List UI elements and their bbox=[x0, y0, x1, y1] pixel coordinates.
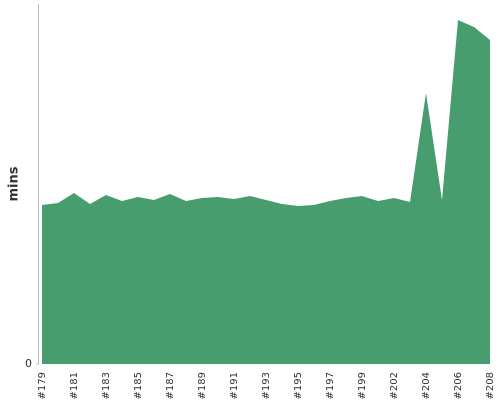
x-tick-label: #202 bbox=[389, 372, 400, 399]
x-tick-label: #199 bbox=[357, 372, 368, 399]
x-tick-label: #208 bbox=[485, 372, 496, 399]
x-tick-label: #206 bbox=[453, 372, 464, 399]
x-tick-label: #185 bbox=[133, 372, 144, 399]
y-tick-label: 0 bbox=[25, 357, 32, 370]
area bbox=[42, 20, 490, 364]
x-tick-label: #191 bbox=[229, 372, 240, 399]
x-tick-label: #179 bbox=[37, 372, 48, 399]
x-tick-label: #187 bbox=[165, 372, 176, 399]
x-tick-label: #193 bbox=[261, 372, 272, 399]
x-tick-label: #195 bbox=[293, 372, 304, 399]
y-axis-label: mins bbox=[7, 166, 22, 201]
x-tick-label: #197 bbox=[325, 372, 336, 399]
x-tick-label: #183 bbox=[101, 372, 112, 399]
x-tick-label: #204 bbox=[421, 372, 432, 399]
x-tick-label: #181 bbox=[69, 372, 80, 399]
x-tick-label: #189 bbox=[197, 372, 208, 399]
